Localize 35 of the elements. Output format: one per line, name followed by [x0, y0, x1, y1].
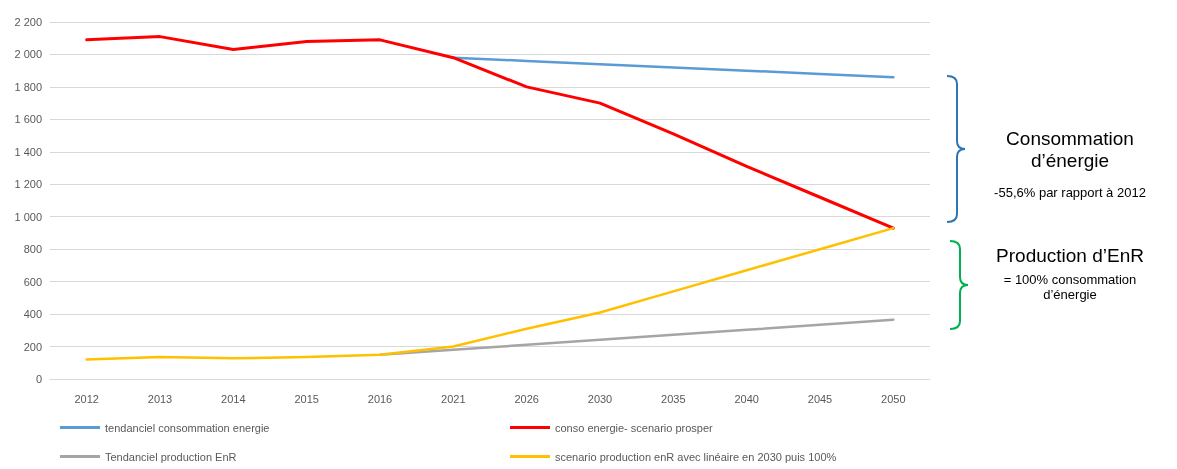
text: -55,6% par rapport à 2012 [993, 185, 1147, 200]
y-tick-label: 1 400 [14, 145, 42, 158]
y-tick-label: 0 [35, 373, 42, 385]
legend-label: tendanciel consommation energie [105, 421, 270, 434]
x-tick-label: 2013 [147, 392, 173, 405]
line-series [452, 56, 895, 79]
x-tick-label: 2014 [221, 392, 246, 405]
y-tick-label: 200 [23, 340, 42, 353]
y-tick-label: 800 [23, 243, 42, 256]
x-tick-label: 2035 [661, 392, 686, 405]
text: Production d’EnR [995, 245, 1145, 267]
legend-label: Tendanciel production EnR [105, 450, 237, 463]
x-tick-label: 2015 [294, 392, 319, 405]
x-tick-label: 2021 [441, 392, 466, 405]
y-tick-label: 1 600 [14, 113, 42, 126]
y-tick-label: 1 000 [14, 210, 42, 223]
x-tick-label: 2040 [734, 392, 759, 405]
text: = 100% consommation d’énergie [1002, 272, 1138, 302]
y-tick-label: 2 000 [14, 48, 42, 61]
text: Consommation d’énergie [1005, 128, 1135, 172]
x-tick-label: 2050 [881, 392, 906, 405]
x-tick-label: 2026 [514, 392, 539, 405]
y-tick-label: 1 800 [14, 80, 42, 93]
x-tick-label: 2012 [74, 392, 99, 405]
y-tick-label: 600 [23, 275, 42, 288]
x-tick-label: 2030 [587, 392, 613, 405]
legend-label: conso energie- scenario prosper [555, 421, 714, 434]
y-tick-label: 400 [23, 308, 42, 321]
line-series [85, 35, 895, 230]
line-series [85, 226, 895, 361]
x-tick-label: 2045 [807, 392, 833, 405]
y-tick-label: 1 200 [14, 178, 42, 191]
x-tick-label: 2016 [367, 392, 393, 405]
y-tick-label: 2 200 [14, 16, 42, 28]
legend-label: scenario production enR avec linéaire en 2030 puis 100% [555, 450, 837, 463]
